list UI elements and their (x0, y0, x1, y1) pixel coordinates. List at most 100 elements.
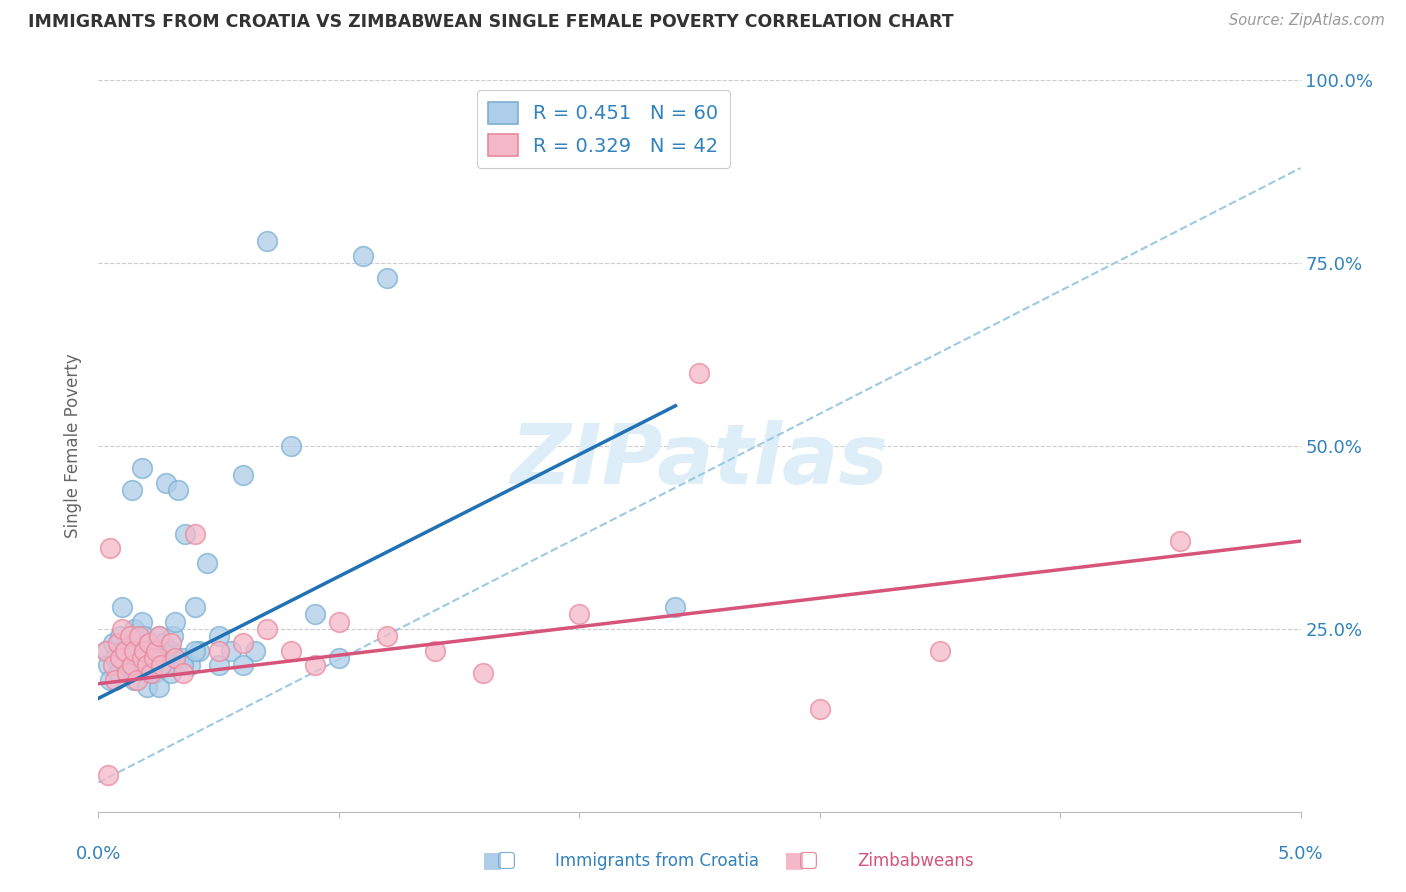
Point (219, 644, 242, 658)
Y-axis label: Single Female Poverty: Single Female Poverty (65, 354, 83, 538)
Point (142, 665, 165, 680)
Text: ZIPatlas: ZIPatlas (510, 420, 889, 501)
Text: ▢: ▢ (799, 850, 818, 870)
Point (232, 658, 254, 673)
Point (149, 651, 172, 665)
Point (101, 636, 124, 650)
Point (179, 658, 201, 673)
Point (108, 651, 131, 665)
Point (101, 658, 124, 673)
Point (195, 556, 218, 570)
Text: 5.0%: 5.0% (1278, 845, 1323, 863)
Point (304, 658, 326, 673)
Point (328, 651, 350, 665)
Text: IMMIGRANTS FROM CROATIA VS ZIMBABWEAN SINGLE FEMALE POVERTY CORRELATION CHART: IMMIGRANTS FROM CROATIA VS ZIMBABWEAN SI… (28, 13, 953, 31)
Point (125, 673, 148, 687)
Point (208, 629, 231, 643)
Point (929, 644, 952, 658)
Point (117, 665, 139, 680)
Text: 0.0%: 0.0% (76, 845, 121, 863)
Point (148, 681, 170, 695)
Point (121, 483, 143, 497)
Point (280, 644, 302, 658)
Point (166, 483, 188, 497)
Point (97, 658, 120, 673)
Point (124, 673, 146, 687)
Point (232, 468, 254, 483)
Point (375, 270, 398, 285)
Point (159, 658, 181, 673)
Point (97, 768, 120, 782)
Point (148, 629, 170, 643)
Point (232, 636, 254, 650)
Point (94, 644, 117, 658)
Point (172, 658, 194, 673)
Point (114, 644, 136, 658)
Point (142, 651, 165, 665)
Point (128, 644, 150, 658)
Point (118, 651, 141, 665)
Text: Zimbabweans: Zimbabweans (858, 852, 974, 870)
Point (107, 636, 129, 650)
Point (111, 622, 134, 636)
Text: ■: ■ (785, 850, 804, 870)
Point (132, 629, 155, 643)
Point (141, 644, 163, 658)
Point (121, 636, 143, 650)
Point (568, 607, 591, 622)
Point (108, 629, 131, 643)
Point (256, 622, 278, 636)
Point (152, 636, 174, 650)
Point (155, 475, 177, 490)
Point (304, 607, 326, 622)
Point (188, 644, 211, 658)
Point (138, 636, 160, 650)
Point (165, 651, 187, 665)
Point (162, 629, 184, 643)
Point (131, 461, 153, 475)
Point (1170, 534, 1192, 549)
Point (132, 644, 155, 658)
Text: ■: ■ (482, 850, 502, 870)
Point (111, 599, 134, 614)
Point (128, 629, 150, 643)
Point (145, 644, 167, 658)
Point (94, 644, 117, 658)
Point (104, 673, 127, 687)
Text: Immigrants from Croatia: Immigrants from Croatia (555, 852, 759, 870)
Point (131, 651, 153, 665)
Point (148, 629, 170, 643)
Point (121, 658, 143, 673)
Point (131, 615, 153, 629)
Point (208, 644, 231, 658)
Point (114, 658, 136, 673)
Point (183, 599, 205, 614)
Point (159, 636, 181, 650)
Point (243, 644, 266, 658)
Text: Source: ZipAtlas.com: Source: ZipAtlas.com (1229, 13, 1385, 29)
Point (174, 526, 197, 541)
Point (135, 681, 157, 695)
Point (183, 526, 205, 541)
Point (107, 665, 129, 680)
Point (159, 665, 181, 680)
Point (172, 665, 194, 680)
Point (138, 636, 160, 650)
Point (375, 629, 398, 643)
Point (124, 622, 146, 636)
Point (165, 615, 187, 629)
Point (328, 615, 350, 629)
Point (808, 702, 831, 716)
Point (124, 644, 146, 658)
Legend: R = 0.451   N = 60, R = 0.329   N = 42: R = 0.451 N = 60, R = 0.329 N = 42 (477, 90, 730, 168)
Point (141, 665, 163, 680)
Point (423, 644, 446, 658)
Point (208, 658, 231, 673)
Point (141, 658, 163, 673)
Point (145, 644, 167, 658)
Point (256, 234, 278, 248)
Point (472, 665, 495, 680)
Text: ▢: ▢ (496, 850, 516, 870)
Point (100, 541, 122, 556)
Point (125, 658, 148, 673)
